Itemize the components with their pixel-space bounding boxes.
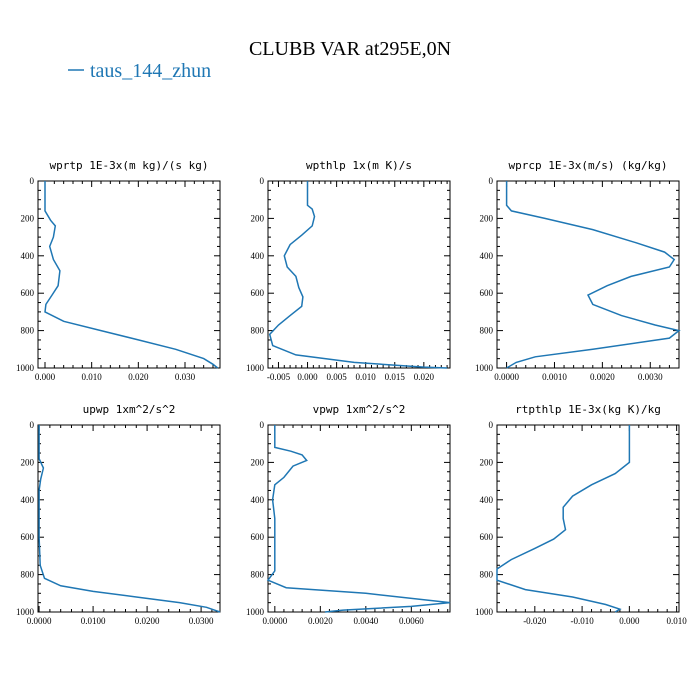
series-line <box>38 425 221 613</box>
series-line <box>496 425 631 613</box>
y-tick-label: 400 <box>480 251 494 261</box>
y-tick-label: 1000 <box>475 363 494 373</box>
x-tick-label: 0.0000 <box>27 616 52 626</box>
x-tick-label: 0.0010 <box>542 372 567 382</box>
y-tick-label: 600 <box>21 288 35 298</box>
y-tick-label: 600 <box>21 532 35 542</box>
y-tick-label: 0 <box>260 176 265 186</box>
panel-title: wprcp 1E-3x(m/s) (kg/kg) <box>509 159 668 172</box>
y-tick-label: 0 <box>30 420 35 430</box>
y-tick-label: 400 <box>21 251 35 261</box>
plot-frame <box>496 424 680 613</box>
x-tick-label: -0.005 <box>267 372 291 382</box>
series-line <box>268 181 448 369</box>
y-tick-label: 400 <box>251 495 265 505</box>
x-tick-label: -0.010 <box>570 616 594 626</box>
plot-frame <box>37 180 221 369</box>
panels: wprtp 1E-3x(m kg)/(s kg) 0 200 400 600 800 100… <box>16 159 687 626</box>
y-tick-label: 1000 <box>475 607 494 617</box>
y-tick-label: 1000 <box>16 607 35 617</box>
y-tick-label: 400 <box>480 495 494 505</box>
x-tick-label: -0.020 <box>523 616 547 626</box>
legend-label: taus_144_zhun <box>90 60 211 82</box>
series-line <box>44 181 219 369</box>
x-tick-label: 0.010 <box>356 372 377 382</box>
x-tick-label: 0.0020 <box>590 372 615 382</box>
y-tick-label: 200 <box>251 213 265 223</box>
chart-panel-2: wpthlp 1x(m K)/s 0 200 400 600 800 1000-0.005 0… <box>246 159 451 382</box>
figure-title: CLUBB VAR at295E,0N <box>249 38 451 60</box>
series-line <box>266 425 451 613</box>
y-tick-label: 200 <box>480 213 494 223</box>
y-tick-label: 600 <box>480 532 494 542</box>
y-tick-label: 800 <box>480 326 494 336</box>
panel-title: wpthlp 1x(m K)/s <box>306 159 412 172</box>
y-tick-label: 800 <box>21 326 35 336</box>
x-tick-label: 0.000 <box>297 372 318 382</box>
y-tick-label: 0 <box>489 420 494 430</box>
y-tick-label: 600 <box>480 288 494 298</box>
y-tick-label: 600 <box>251 532 265 542</box>
y-tick-label: 800 <box>251 570 265 580</box>
y-tick-label: 200 <box>251 457 265 467</box>
x-tick-label: 0.020 <box>414 372 435 382</box>
y-tick-label: 400 <box>251 251 265 261</box>
y-tick-label: 800 <box>251 326 265 336</box>
x-tick-label: 0.030 <box>175 372 196 382</box>
x-tick-label: 0.0100 <box>81 616 106 626</box>
x-tick-label: 0.0040 <box>353 616 378 626</box>
legend: taus_144_zhun <box>68 60 211 82</box>
panel-title: wprtp 1E-3x(m kg)/(s kg) <box>50 159 209 172</box>
chart-panel-1: wprtp 1E-3x(m kg)/(s kg) 0 200 400 600 800 100… <box>16 159 221 382</box>
y-tick-label: 400 <box>21 495 35 505</box>
y-tick-label: 200 <box>21 213 35 223</box>
panel-title: vpwp 1xm^2/s^2 <box>313 403 406 416</box>
panel-title: upwp 1xm^2/s^2 <box>83 403 176 416</box>
x-tick-label: 0.000 <box>35 372 56 382</box>
series-line <box>505 181 681 369</box>
x-tick-label: 0.0000 <box>262 616 287 626</box>
x-tick-label: 0.0000 <box>494 372 519 382</box>
y-tick-label: 200 <box>480 457 494 467</box>
x-tick-label: 0.0200 <box>135 616 160 626</box>
y-tick-label: 600 <box>251 288 265 298</box>
x-tick-label: 0.0020 <box>308 616 333 626</box>
x-tick-label: 0.015 <box>385 372 406 382</box>
chart-panel-3: wprcp 1E-3x(m/s) (kg/kg) 0 200 400 600 800 100… <box>475 159 681 382</box>
x-tick-label: 0.0060 <box>399 616 424 626</box>
x-tick-label: 0.010 <box>82 372 103 382</box>
y-tick-label: 0 <box>30 176 35 186</box>
x-tick-label: 0.0300 <box>189 616 214 626</box>
x-tick-label: 0.005 <box>326 372 347 382</box>
x-tick-label: 0.020 <box>128 372 149 382</box>
y-tick-label: 800 <box>21 570 35 580</box>
plot-frame <box>37 424 221 613</box>
y-tick-label: 1000 <box>246 607 265 617</box>
y-tick-label: 800 <box>480 570 494 580</box>
y-tick-label: 200 <box>21 457 35 467</box>
y-tick-label: 1000 <box>16 363 35 373</box>
y-tick-label: 1000 <box>246 363 265 373</box>
y-tick-label: 0 <box>489 176 494 186</box>
x-tick-label: 0.000 <box>619 616 640 626</box>
chart-panel-6: rtpthlp 1E-3x(kg K)/kg 0 200 400 600 800 1000 -… <box>475 403 687 626</box>
plot-frame <box>267 180 451 369</box>
x-tick-label: 0.010 <box>667 616 688 626</box>
panel-title: rtpthlp 1E-3x(kg K)/kg <box>515 403 661 416</box>
x-tick-label: 0.0030 <box>638 372 663 382</box>
y-tick-label: 0 <box>260 420 265 430</box>
